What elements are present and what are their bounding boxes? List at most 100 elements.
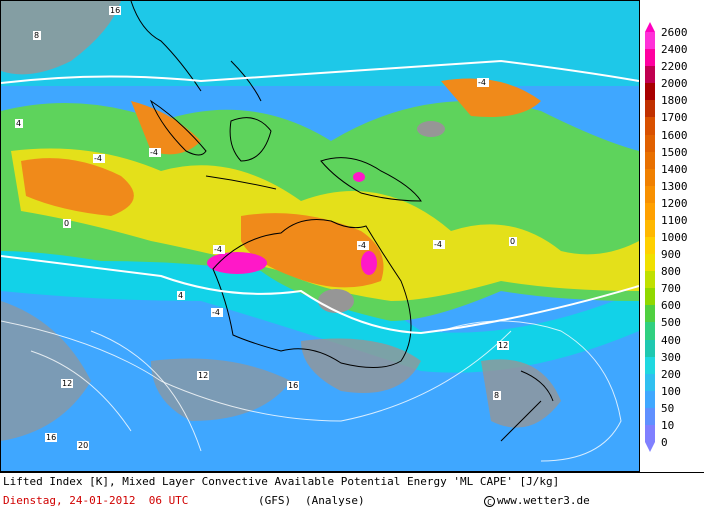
legend-label: 1500 xyxy=(661,145,688,159)
caption-title: Lifted Index [K], Mixed Layer Convective… xyxy=(3,475,560,488)
contour-label-minus4: -4 xyxy=(434,240,442,249)
legend-label: 2000 xyxy=(661,77,688,91)
legend-swatch xyxy=(645,373,655,392)
legend-label: 1100 xyxy=(661,213,688,227)
caption-date: Dienstag, 24-01-2012 06 UTC xyxy=(3,494,189,507)
grey-patch-southwest xyxy=(1,301,91,441)
contour-label-12: 12 xyxy=(198,371,208,380)
legend-label: 700 xyxy=(661,282,681,296)
contour-label-16: 16 xyxy=(46,433,56,442)
legend-label: 900 xyxy=(661,248,681,262)
contour-label-8: 8 xyxy=(34,31,39,40)
legend-label: 600 xyxy=(661,299,681,313)
contour-label-12: 12 xyxy=(62,379,72,388)
legend-label: 300 xyxy=(661,350,681,364)
label-16-c: 16 xyxy=(109,6,121,15)
legend-swatch xyxy=(645,134,655,153)
coastline-new-zealand xyxy=(500,370,554,442)
label-12-b: 12 xyxy=(197,371,209,380)
legend-label: 50 xyxy=(661,401,675,415)
legend-swatch xyxy=(645,424,655,443)
cape-peak-new-guinea xyxy=(353,172,365,182)
label-m4-c: -4 xyxy=(213,245,225,254)
contour-label-minus4: -4 xyxy=(150,148,158,157)
legend-label: 0 xyxy=(661,436,668,449)
grey-patch-new-zealand xyxy=(481,359,561,428)
legend-swatch xyxy=(645,271,655,289)
cape-map: -4 -4 -4 -4 -4 -4 -4 0 0 4 4 8 8 12 12 1… xyxy=(1,1,639,471)
caption-site: www.wetter3.de xyxy=(497,494,590,507)
legend-swatch xyxy=(645,237,655,255)
legend-swatch xyxy=(645,185,655,204)
contour-label-16: 16 xyxy=(288,381,298,390)
label-4-a: 4 xyxy=(15,119,23,128)
legend-label: 1600 xyxy=(661,128,688,142)
contour-label-0: 0 xyxy=(64,219,69,228)
label-m4-a: -4 xyxy=(93,154,105,163)
legend-swatch xyxy=(645,83,655,101)
label-4-b: 4 xyxy=(177,291,185,300)
label-12-c: 12 xyxy=(497,341,509,350)
caption-analysis: (Analyse) xyxy=(305,494,365,507)
cape-color-legend: 2600 2400 2200 2000 1800 1700 1600 1500 1400 1300… xyxy=(643,22,704,462)
label-0-b: 0 xyxy=(509,237,517,246)
grey-patch-south xyxy=(151,358,291,421)
legend-swatch xyxy=(645,356,655,375)
coastline-sumatra xyxy=(149,99,207,156)
contour-label-12: 12 xyxy=(498,341,508,350)
contour-line-2 xyxy=(1,59,639,84)
legend-label: 2200 xyxy=(661,60,688,74)
cape-peak-queensland xyxy=(361,251,377,275)
legend-swatch xyxy=(645,219,655,238)
grey-patch-australia-interior xyxy=(318,289,354,313)
legend-label: 1200 xyxy=(661,196,688,210)
legend-swatch xyxy=(645,117,655,135)
cape-orange-core-australia xyxy=(241,213,384,288)
legend-arrow-up xyxy=(645,22,655,32)
legend-swatch xyxy=(645,32,655,50)
copyright-icon: C xyxy=(484,496,495,507)
legend-label: 500 xyxy=(661,316,681,330)
legend-label: 1800 xyxy=(661,94,688,108)
label-16-b: 16 xyxy=(287,381,299,390)
grey-patch-pacific xyxy=(417,121,445,137)
label-m4-f: -4 xyxy=(433,240,445,249)
contour-line-4 xyxy=(30,330,202,452)
coastline-new-guinea xyxy=(320,157,422,202)
contour-label-0: 0 xyxy=(510,237,515,246)
legend-swatch xyxy=(645,49,655,67)
contour-labels: -4 -4 -4 -4 -4 -4 -4 0 0 4 4 8 8 12 12 1… xyxy=(15,6,517,450)
contour-line-3 xyxy=(1,320,512,422)
coastline-java xyxy=(205,175,277,190)
legend-label: 1300 xyxy=(661,179,688,193)
grey-patch-asia xyxy=(1,1,121,75)
contour-label-minus4: -4 xyxy=(478,78,486,87)
legend-label: 1400 xyxy=(661,162,688,176)
legend-swatch xyxy=(645,288,655,306)
legend-swatch xyxy=(645,407,655,426)
cape-orange-core-west xyxy=(21,158,134,216)
label-8-b: 8 xyxy=(493,391,501,400)
contour-line-5 xyxy=(440,320,622,462)
legend-swatch xyxy=(645,202,655,221)
legend-label: 1700 xyxy=(661,111,688,125)
label-8-a: 8 xyxy=(33,31,41,40)
contour-label-minus4: -4 xyxy=(214,245,222,254)
legend-swatch xyxy=(645,305,655,323)
grey-patch-australia-south xyxy=(301,338,421,393)
legend-label: 200 xyxy=(661,367,681,381)
contour-label-minus4: -4 xyxy=(212,308,220,317)
legend-swatch xyxy=(645,254,655,272)
legend-swatch xyxy=(645,168,655,187)
legend-label: 10 xyxy=(661,418,675,432)
legend-arrow-down xyxy=(645,442,655,452)
contour-label-minus4: -4 xyxy=(358,241,366,250)
map-panel: -4 -4 -4 -4 -4 -4 -4 0 0 4 4 8 8 12 12 1… xyxy=(0,0,640,472)
label-0-a: 0 xyxy=(63,219,71,228)
label-m4-e: -4 xyxy=(477,78,489,87)
contour-label-8: 8 xyxy=(494,391,499,400)
label-20-a: 20 xyxy=(77,441,89,450)
legend-swatch xyxy=(645,66,655,84)
legend-swatch xyxy=(645,151,655,170)
